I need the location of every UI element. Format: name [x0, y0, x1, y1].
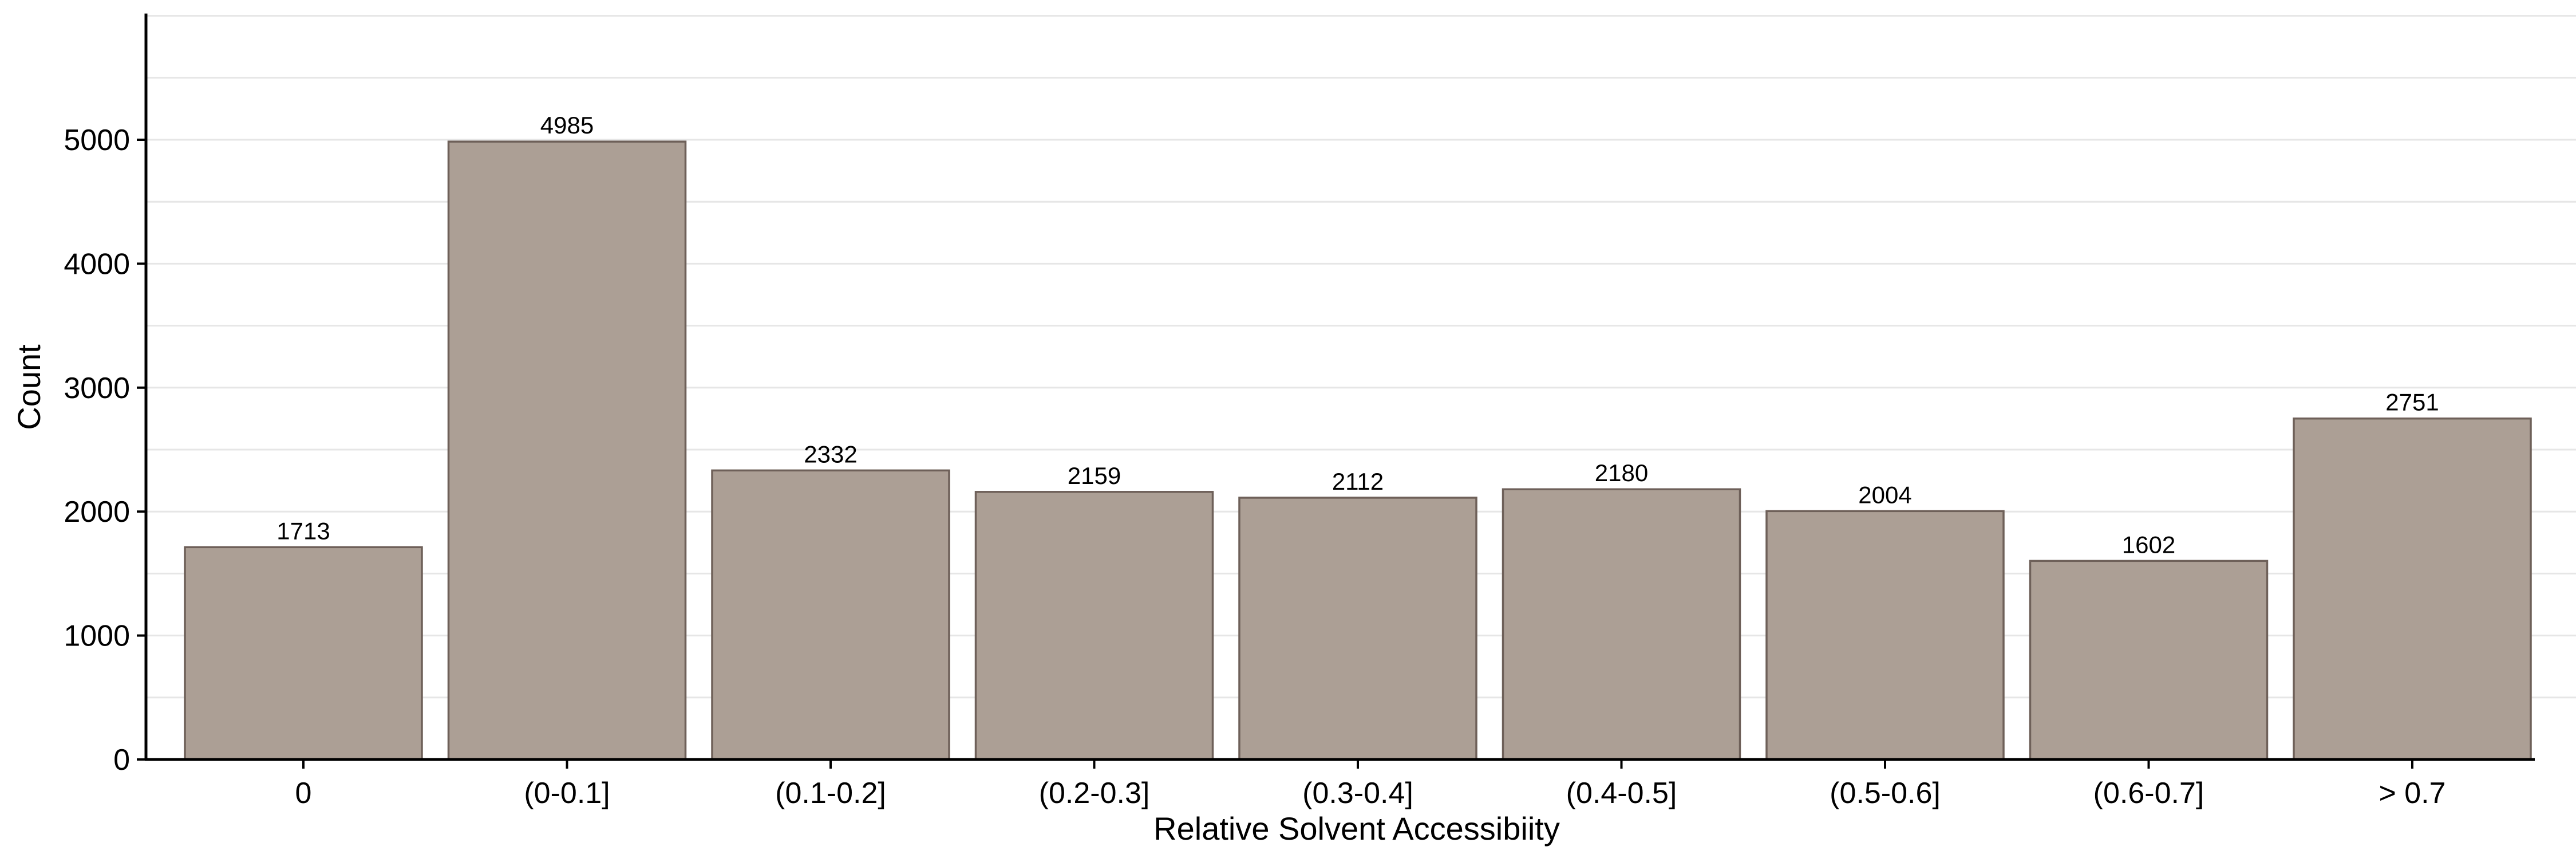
bar-value-label: 4985	[540, 112, 594, 139]
bars	[184, 140, 2532, 761]
bar-value-label: 1602	[2122, 531, 2175, 558]
x-axis-ticks: 0 (0-0.1] (0.1-0.2] (0.2-0.3] (0.3-0.4] (0.4-…	[295, 759, 2446, 810]
bar	[2293, 417, 2532, 761]
bar	[184, 546, 423, 761]
x-tick-label: 0	[295, 777, 312, 810]
bar-value-label: 2004	[1858, 481, 1911, 508]
bar-value-label: 2332	[804, 440, 857, 467]
data-labels: 1713 4985 2332 2159 2112 2180 2004 1602 2751	[276, 112, 2439, 558]
bar-value-label: 1713	[276, 517, 330, 544]
bar	[1502, 488, 1741, 761]
bar	[711, 469, 950, 761]
x-tick-label: (0-0.1]	[524, 777, 610, 810]
x-tick-label: (0.6-0.7]	[2093, 777, 2204, 810]
bar-value-label: 2751	[2385, 389, 2439, 416]
x-tick-label: (0.1-0.2]	[775, 777, 886, 810]
bar-value-label: 2159	[1068, 462, 1121, 489]
x-tick-label: (0.5-0.6]	[1830, 777, 1941, 810]
bar	[1765, 510, 2005, 761]
bar-value-label: 2112	[1332, 468, 1384, 495]
bar	[447, 140, 687, 761]
y-axis-title: Count	[11, 344, 47, 430]
y-tick-label: 5000	[64, 124, 130, 157]
x-tick-label: (0.2-0.3]	[1039, 777, 1150, 810]
bar-value-label: 2180	[1595, 459, 1648, 486]
x-tick-label: (0.3-0.4]	[1302, 777, 1413, 810]
y-tick-label: 2000	[64, 495, 130, 529]
y-tick-label: 0	[113, 743, 130, 777]
x-axis-title: Relative Solvent Accessibiity	[1153, 810, 1560, 847]
x-tick-label: (0.4-0.5]	[1566, 777, 1677, 810]
y-axis-ticks: 0 1000 2000 3000 4000 5000	[64, 124, 146, 777]
y-tick-label: 4000	[64, 247, 130, 281]
y-tick-label: 1000	[64, 620, 130, 653]
x-tick-label: > 0.7	[2379, 777, 2445, 810]
bar	[974, 491, 1214, 761]
y-tick-label: 3000	[64, 372, 130, 405]
bar	[2029, 560, 2269, 761]
bar	[1238, 497, 1477, 761]
